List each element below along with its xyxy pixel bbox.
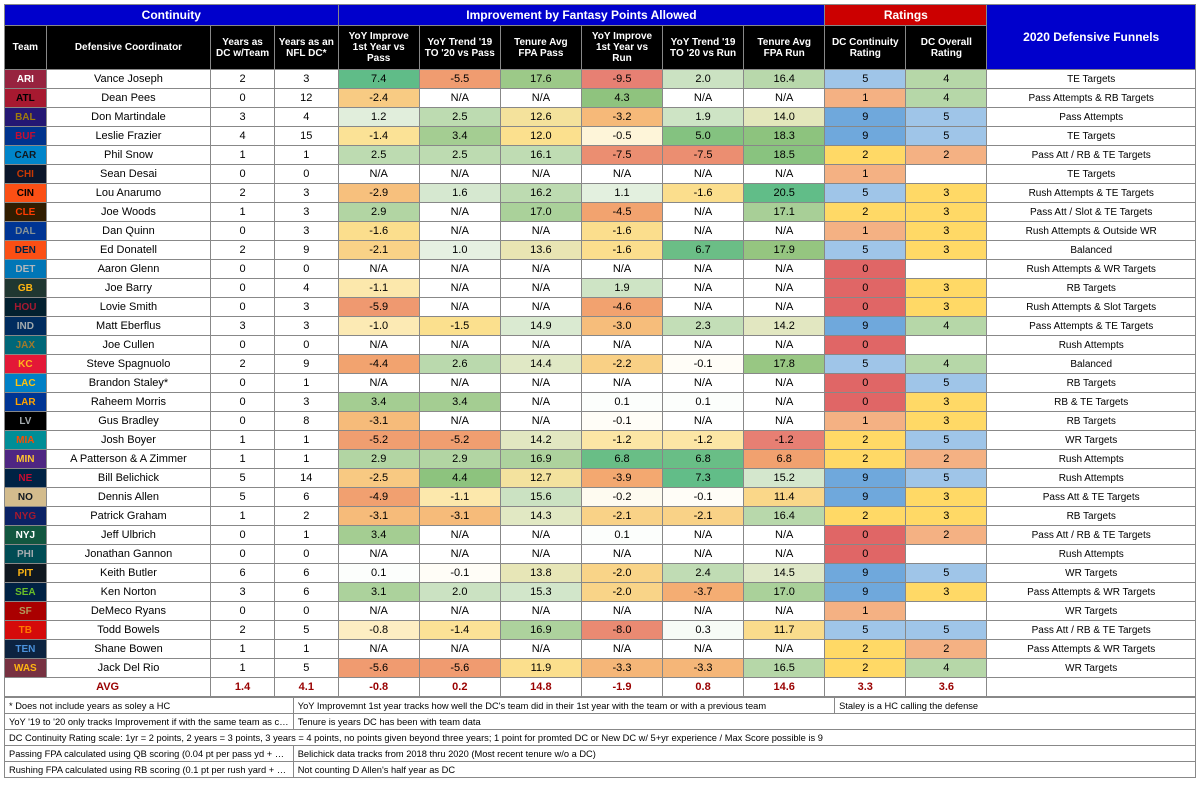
table-row: SEAKen Norton363.12.015.3-2.0-3.717.093P… [5,583,1196,602]
table-row: BUFLeslie Frazier415-1.43.412.0-0.55.018… [5,127,1196,146]
table-row: NEBill Belichick514-2.54.412.7-3.97.315.… [5,469,1196,488]
col-yoyPass: YoY Improve 1st Year vs Pass [338,26,419,70]
col-yoyRun: YoY Improve 1st Year vs Run [581,26,662,70]
table-row: SFDeMeco Ryans00N/AN/AN/AN/AN/AN/A1WR Ta… [5,602,1196,621]
footnote-row: DC Continuity Rating scale: 1yr = 2 poin… [5,730,1196,746]
col-dc: Defensive Coordinator [46,26,211,70]
col-tenurePass: Tenure Avg FPA Pass [500,26,581,70]
table-row: HOULovie Smith03-5.9N/AN/A-4.6N/AN/A03Ru… [5,298,1196,317]
table-row: TENShane Bowen11N/AN/AN/AN/AN/AN/A22Pass… [5,640,1196,659]
table-row: PHIJonathan Gannon00N/AN/AN/AN/AN/AN/A0R… [5,545,1196,564]
table-row: GBJoe Barry04-1.1N/AN/A1.9N/AN/A03RB Tar… [5,279,1196,298]
table-row: CHISean Desai00N/AN/AN/AN/AN/AN/A1TE Tar… [5,165,1196,184]
col-tenureRun: Tenure Avg FPA Run [744,26,825,70]
table-row: WASJack Del Rio15-5.6-5.611.9-3.3-3.316.… [5,659,1196,678]
table-row: LARRaheem Morris033.43.4N/A0.10.1N/A03RB… [5,393,1196,412]
table-row: INDMatt Eberflus33-1.0-1.514.9-3.02.314.… [5,317,1196,336]
col-team: Team [5,26,47,70]
table-row: CINLou Anarumo23-2.91.616.21.1-1.620.553… [5,184,1196,203]
table-row: DENEd Donatell29-2.11.013.6-1.66.717.953… [5,241,1196,260]
table-row: MIAJosh Boyer11-5.2-5.214.2-1.2-1.2-1.22… [5,431,1196,450]
table-row: NYJJeff Ulbrich013.4N/AN/A0.1N/AN/A02Pas… [5,526,1196,545]
table-row: DETAaron Glenn00N/AN/AN/AN/AN/AN/A0Rush … [5,260,1196,279]
dc-analysis-table: ContinuityImprovement by Fantasy Points … [4,4,1196,697]
header-ratings: Ratings [825,5,987,26]
table-row: TBTodd Bowels25-0.8-1.416.9-8.00.311.755… [5,621,1196,640]
table-row: KCSteve Spagnuolo29-4.42.614.4-2.2-0.117… [5,355,1196,374]
table-row: ARIVance Joseph237.4-5.517.6-9.52.016.45… [5,70,1196,89]
footnote-row: YoY '19 to '20 only tracks Improvement i… [5,714,1196,730]
table-row: NYGPatrick Graham12-3.1-3.114.3-2.1-2.11… [5,507,1196,526]
table-row: CLEJoe Woods132.9N/A17.0-4.5N/A17.123Pas… [5,203,1196,222]
table-row: ATLDean Pees012-2.4N/AN/A4.3N/AN/A14Pass… [5,89,1196,108]
table-row: BALDon Martindale341.22.512.6-3.21.914.0… [5,108,1196,127]
table-row: NODennis Allen56-4.9-1.115.6-0.2-0.111.4… [5,488,1196,507]
avg-row: AVG1.44.1-0.80.214.8-1.90.814.63.33.6 [5,678,1196,697]
table-row: LVGus Bradley08-3.1N/AN/A-0.1N/AN/A13RB … [5,412,1196,431]
table-row: JAXJoe Cullen00N/AN/AN/AN/AN/AN/A0Rush A… [5,336,1196,355]
col-trendPass: YoY Trend '19 TO '20 vs Pass [419,26,500,70]
header-continuity: Continuity [5,5,339,26]
table-row: LACBrandon Staley*01N/AN/AN/AN/AN/AN/A05… [5,374,1196,393]
col-overallRating: DC Overall Rating [906,26,987,70]
col-contRating: DC Continuity Rating [825,26,906,70]
table-row: CARPhil Snow112.52.516.1-7.5-7.518.522Pa… [5,146,1196,165]
col-yrsNfl: Years as an NFL DC* [274,26,338,70]
col-trendRun: YoY Trend '19 TO '20 vs Run [663,26,744,70]
table-row: MINA Patterson & A Zimmer112.92.916.96.8… [5,450,1196,469]
col-yrsTeam: Years as DC w/Team [211,26,275,70]
footnote-row: * Does not include years as soley a HCYo… [5,698,1196,714]
table-row: DALDan Quinn03-1.6N/AN/A-1.6N/AN/A13Rush… [5,222,1196,241]
footnote-row: Passing FPA calculated using QB scoring … [5,746,1196,762]
footnote-row: Rushing FPA calculated using RB scoring … [5,762,1196,778]
table-row: PITKeith Butler660.1-0.113.8-2.02.414.59… [5,564,1196,583]
header-improvement: Improvement by Fantasy Points Allowed [338,5,825,26]
footnotes-table: * Does not include years as soley a HCYo… [4,697,1196,778]
header-funnels: 2020 Defensive Funnels [987,5,1196,70]
